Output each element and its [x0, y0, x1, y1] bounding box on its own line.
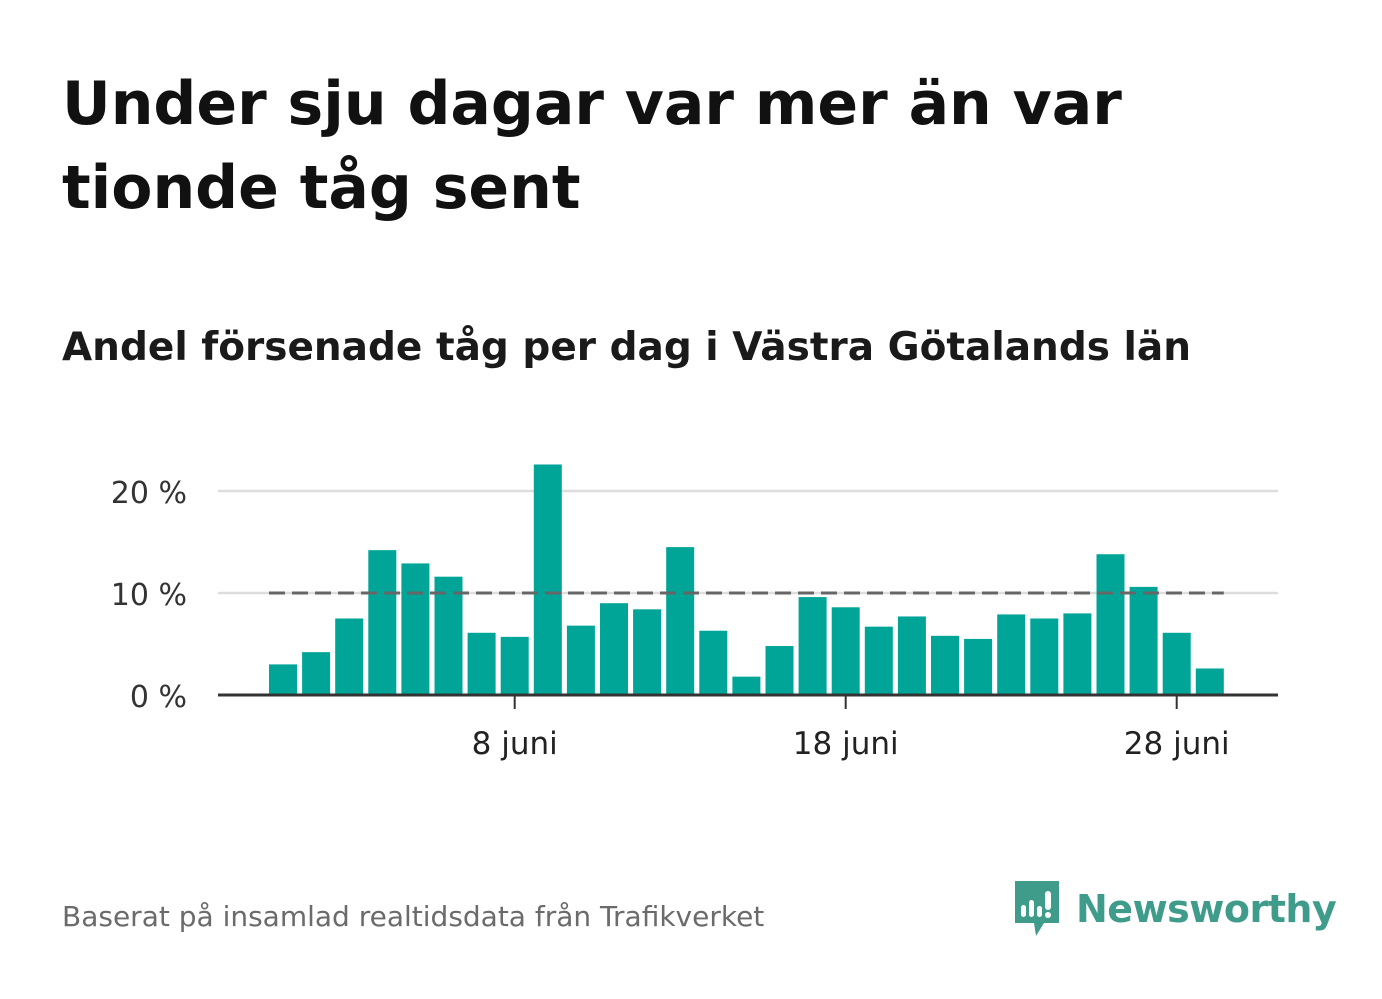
y-tick-label: 10 % — [111, 578, 187, 613]
bar-june-13 — [666, 547, 695, 695]
bar-june-3 — [335, 618, 364, 695]
bar-june-28 — [1162, 632, 1191, 695]
x-tick-label: 28 juni — [1124, 726, 1230, 762]
bar-june-22 — [964, 638, 993, 695]
bar-june-20 — [897, 616, 926, 695]
chart-title: Under sju dagar var mer än var tionde tå… — [62, 69, 1122, 223]
y-tick-label: 0 % — [130, 680, 187, 715]
chart-subtitle: Andel försenade tåg per dag i Västra Göt… — [62, 325, 1191, 370]
bar-june-1 — [269, 664, 297, 695]
bar-june-4 — [368, 550, 397, 695]
bar-june-26 — [1096, 554, 1125, 695]
bar-june-9 — [533, 464, 562, 695]
bar-june-2 — [302, 652, 331, 695]
bars — [269, 464, 1224, 695]
source-note: Baserat på insamlad realtidsdata från Tr… — [62, 900, 765, 933]
bar-june-18 — [831, 607, 860, 695]
x-axis: 8 juni 18 juni 28 juni — [218, 693, 1278, 762]
bar-june-7 — [467, 632, 496, 695]
x-tick-label: 18 juni — [793, 726, 899, 762]
bar-june-5 — [401, 563, 430, 695]
bar-june-23 — [997, 614, 1026, 695]
brand-name: Newsworthy — [1076, 887, 1337, 931]
bar-june-6 — [434, 576, 463, 695]
bar-june-25 — [1063, 613, 1092, 695]
bar-june-17 — [798, 597, 827, 695]
y-axis-tick-labels: 0 % 10 % 20 % — [111, 476, 187, 715]
newsworthy-logo-icon — [1015, 881, 1059, 936]
bar-june-14 — [699, 630, 728, 695]
bar-june-21 — [931, 635, 959, 695]
x-tick-label: 8 juni — [472, 726, 558, 762]
y-tick-label: 20 % — [111, 476, 187, 511]
bar-june-19 — [864, 626, 893, 695]
bar-june-15 — [732, 676, 761, 695]
bar-june-27 — [1129, 586, 1158, 695]
bar-june-16 — [765, 646, 794, 695]
brand: Newsworthy — [1012, 878, 1337, 940]
bar-june-8 — [500, 636, 529, 695]
bar-june-11 — [600, 603, 628, 695]
bar-june-10 — [566, 625, 595, 695]
bar-june-24 — [1030, 618, 1059, 695]
bar-june-29 — [1195, 668, 1224, 695]
bar-june-12 — [633, 609, 662, 695]
